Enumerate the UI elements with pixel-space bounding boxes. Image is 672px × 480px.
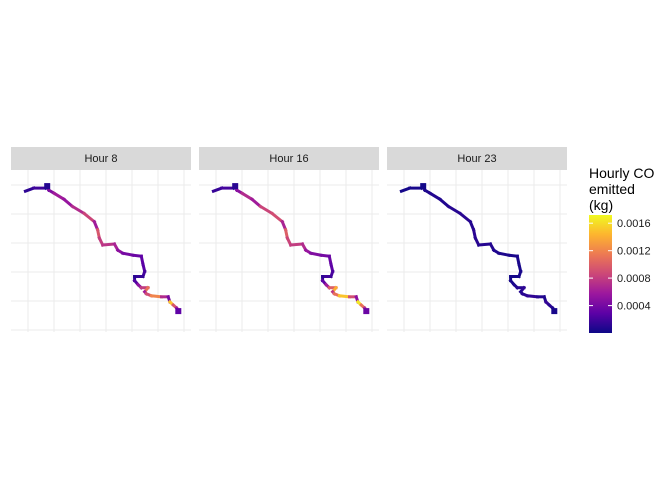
facet-strip — [11, 147, 191, 170]
legend-tick-label: 0.0004 — [617, 301, 651, 313]
route-marker — [232, 183, 239, 190]
route-segment — [525, 294, 540, 299]
route-segment — [446, 204, 463, 216]
route-segment — [289, 242, 305, 247]
route-segment — [70, 204, 87, 216]
legend-tick-label: 0.0016 — [617, 218, 651, 230]
route-segment — [497, 251, 511, 257]
route-segment — [270, 211, 285, 224]
route-segment — [477, 242, 493, 247]
legend-colorbar — [589, 215, 612, 333]
facet-strip — [199, 147, 379, 170]
route-segment — [309, 251, 323, 257]
route-segment — [121, 251, 135, 257]
legend-title-line: (kg) — [589, 197, 613, 213]
facet-strip-label: Hour 8 — [84, 153, 117, 165]
route-marker — [551, 308, 558, 315]
route-segment — [149, 294, 164, 299]
route-segment — [427, 191, 443, 202]
legend-title-line: Hourly CO — [589, 165, 654, 181]
route-segment — [61, 197, 75, 209]
route-segment — [337, 294, 352, 299]
route-segment — [249, 197, 263, 209]
legend-tick-label: 0.0012 — [617, 246, 651, 258]
route-segment — [239, 191, 255, 202]
facet-strip — [387, 147, 567, 170]
route-segment — [82, 211, 97, 224]
route-segment — [437, 197, 451, 209]
route-segment — [458, 211, 473, 224]
route-marker — [175, 308, 182, 315]
facet-strip-label: Hour 23 — [457, 153, 496, 165]
route-marker — [420, 183, 427, 190]
route-segment — [101, 242, 117, 247]
facet-strip-label: Hour 16 — [269, 153, 308, 165]
route-segment — [258, 204, 275, 216]
route-marker — [44, 183, 51, 190]
route-marker — [363, 308, 370, 315]
legend-title-line: emitted — [589, 181, 635, 197]
legend-tick-label: 0.0008 — [617, 273, 651, 285]
route-segment — [51, 191, 67, 202]
